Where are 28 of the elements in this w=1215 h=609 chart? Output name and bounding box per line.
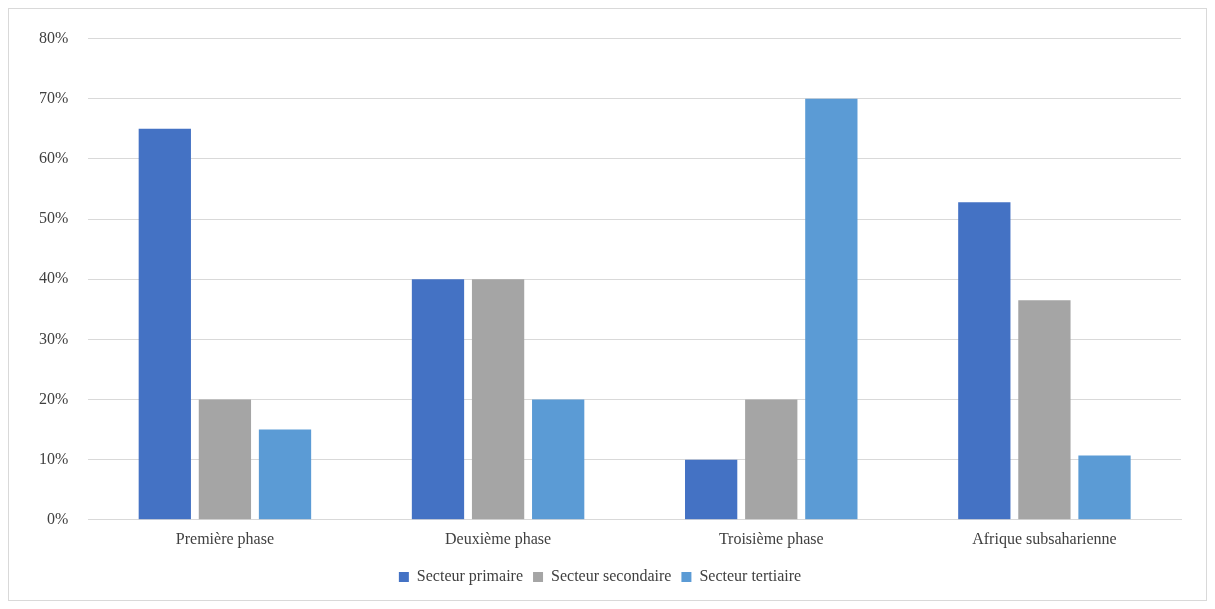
- x-tick-label: Troisième phase: [718, 529, 824, 548]
- bar: [471, 279, 525, 520]
- bar: [1078, 455, 1131, 520]
- x-tick-label: Première phase: [175, 529, 275, 548]
- y-tick-label: 20%: [39, 389, 69, 407]
- x-tick-label: Deuxième phase: [444, 529, 552, 548]
- y-tick-label: 30%: [39, 329, 69, 347]
- y-tick-label: 60%: [39, 149, 69, 167]
- bar: [138, 128, 191, 520]
- bar: [411, 279, 465, 520]
- bar: [1018, 300, 1071, 520]
- bar: [958, 202, 1011, 520]
- x-tick-label: Afrique subsaharienne: [972, 529, 1117, 548]
- y-tick-label: 10%: [39, 449, 69, 467]
- y-tick-label: 50%: [39, 209, 69, 227]
- legend-label: Secteur primaire: [416, 567, 524, 586]
- bar: [258, 429, 312, 520]
- y-tick-label: 70%: [39, 88, 69, 106]
- y-tick-label: 40%: [39, 269, 69, 287]
- legend-label: Secteur tertiaire: [699, 567, 802, 585]
- bar: [805, 98, 858, 520]
- legend-label: Secteur secondaire: [551, 567, 672, 585]
- bar: [532, 399, 585, 520]
- bar: [685, 459, 738, 520]
- y-tick-label: 0%: [47, 510, 69, 527]
- bar: [198, 399, 252, 520]
- bar: [745, 399, 798, 520]
- y-tick-label: 80%: [39, 28, 69, 46]
